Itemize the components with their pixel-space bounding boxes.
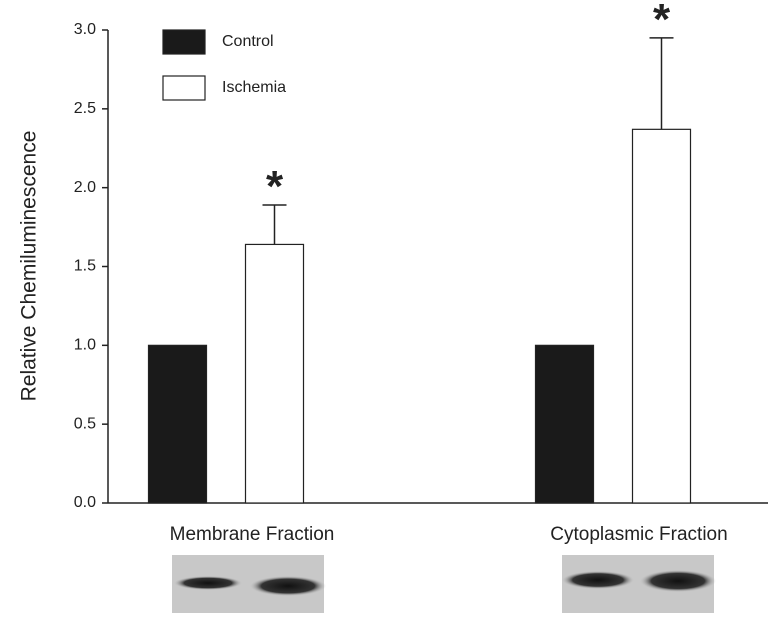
blot-membrane: [172, 555, 326, 613]
bar: [246, 244, 304, 503]
bar: [149, 345, 207, 503]
y-tick-label: 1.5: [74, 258, 96, 275]
legend-swatch: [163, 30, 205, 54]
blot-cytoplasmic: [562, 555, 716, 613]
chart: Relative Chemiluminescence 0.0 0.5 1.0 1.5 2…: [0, 0, 768, 613]
legend-label: Control: [222, 33, 274, 50]
y-tick-label: 0.0: [74, 494, 96, 511]
bar: [633, 129, 691, 503]
x-category-label: Cytoplasmic Fraction: [550, 524, 727, 545]
y-tick-label: 0.5: [74, 415, 96, 432]
y-tick-label: 2.0: [74, 179, 96, 196]
y-tick-label: 2.5: [74, 100, 96, 117]
legend-label: Ischemia: [222, 79, 286, 96]
significance-mark: *: [653, 0, 671, 44]
y-axis-label: Relative Chemiluminescence: [18, 131, 41, 402]
y-tick-label: 1.0: [74, 337, 96, 354]
bar: [536, 345, 594, 503]
legend-swatch: [163, 76, 205, 100]
x-category-label: Membrane Fraction: [170, 524, 335, 545]
page: Relative Chemiluminescence 0.0 0.5 1.0 1.5 2…: [0, 0, 768, 618]
significance-mark: *: [266, 162, 284, 211]
y-tick-label: 3.0: [74, 21, 96, 38]
